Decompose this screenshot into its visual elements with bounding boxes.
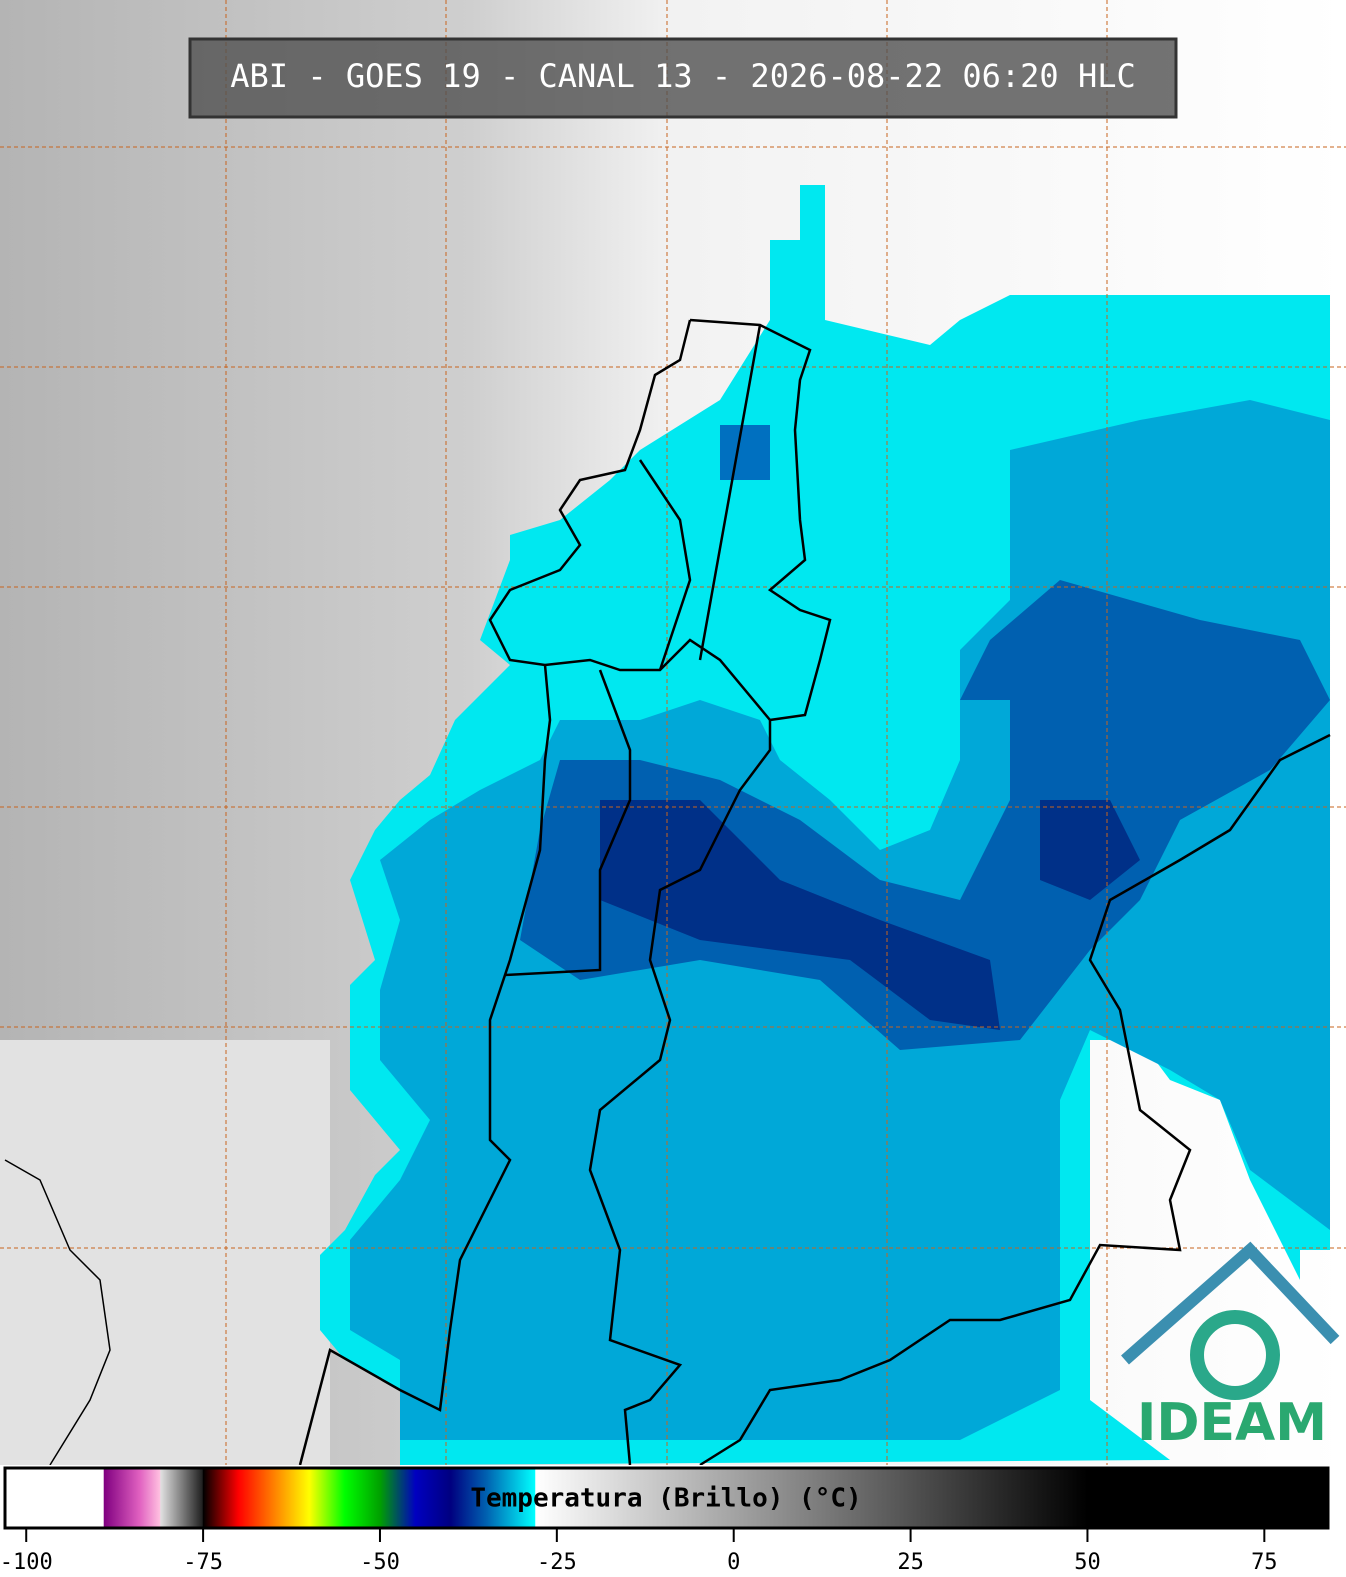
- title-box: [188, 37, 1178, 119]
- tick-label: 50: [1074, 1550, 1101, 1575]
- logo-text: IDEAM: [1137, 1393, 1327, 1453]
- logo-roof: [1121, 1241, 1340, 1365]
- tick-label: 0: [727, 1550, 740, 1575]
- tick-label: 25: [897, 1550, 924, 1575]
- tick-label: -50: [360, 1550, 400, 1575]
- border: [504, 324, 762, 977]
- cloud-core: [600, 800, 1140, 1030]
- boundaries: [4, 318, 1331, 1467]
- map: ABI - GOES 19 - CANAL 13 - 2026-08-22 06…: [0, 0, 1346, 1467]
- colorbar-gradient: [3, 1466, 1330, 1530]
- tick-label: -100: [0, 1550, 53, 1575]
- border: [4, 1159, 111, 1466]
- tick-label: -75: [183, 1550, 223, 1575]
- logo-swirl: [1190, 1310, 1280, 1400]
- border: [699, 733, 1331, 1467]
- tick-label: 75: [1251, 1550, 1278, 1575]
- title: ABI - GOES 19 - CANAL 13 - 2026-08-22 06…: [230, 57, 1135, 95]
- cloud-background: [0, 1040, 330, 1465]
- border: [298, 664, 552, 1466]
- cloud-dark-blue: [720, 425, 770, 480]
- grid-line: [0, 0, 1346, 1465]
- colorbar: Temperatura (Brillo) (°C) -100 -75 -50 -25 0…: [0, 1465, 1346, 1577]
- border: [588, 318, 832, 1466]
- colorbar-label: Temperatura (Brillo) (°C): [470, 1484, 861, 1514]
- tick-label: -25: [537, 1550, 577, 1575]
- graticule: [0, 0, 1346, 1465]
